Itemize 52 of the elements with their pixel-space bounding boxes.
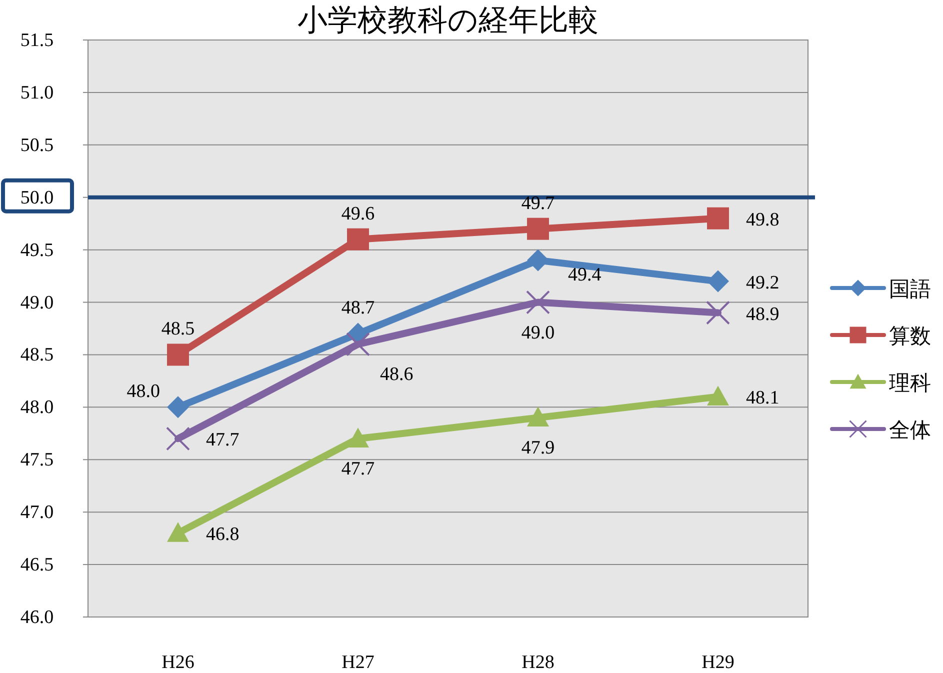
data-label: 48.7 [341,298,375,319]
data-label: 48.9 [746,304,780,325]
point [707,386,729,406]
y-tick-label: 48.0 [20,397,54,418]
point [167,344,189,366]
data-label: 48.1 [746,388,780,409]
point [347,428,369,448]
legend-label: 理科 [889,372,931,395]
point [167,396,189,418]
legend-label: 国語 [889,278,931,301]
data-label: 48.6 [380,364,414,386]
data-label: 49.7 [521,192,555,214]
legend-label: 全体 [889,419,931,442]
chart-title: 小学校教科の経年比較 [298,4,598,37]
y-tick-label: 50.5 [20,134,54,156]
data-label: 49.4 [568,264,602,286]
data-label: 48.0 [126,381,160,402]
y-tick-label: 49.0 [20,292,54,314]
data-label: 49.0 [521,322,555,344]
y-tick-label: 46.5 [20,554,54,576]
point [707,270,729,292]
x-tick-label: H27 [342,652,374,673]
data-label: 46.8 [206,524,240,546]
data-label: 47.7 [341,458,375,480]
y-tick-label: 47.0 [20,502,54,524]
point [527,249,549,272]
data-label: 49.6 [341,203,375,224]
point [346,332,370,356]
point [527,218,549,240]
legend-label: 算数 [889,325,931,348]
point [706,300,730,325]
x-tick-label: H28 [522,652,554,673]
y-tick-label: 50.0 [20,187,54,208]
data-label: 47.9 [521,438,555,459]
point [526,290,550,314]
y-tick-label: 48.5 [20,344,54,366]
data-label: 47.7 [206,430,240,451]
y-tick-label: 51.5 [20,30,54,51]
data-label: 49.8 [746,209,780,230]
x-tick-label: H26 [162,652,194,673]
y-tick-label: 47.5 [20,450,54,471]
point [167,522,189,542]
data-label: 49.2 [746,272,780,294]
point [527,406,549,426]
data-label: 48.5 [161,318,195,340]
point [166,426,190,451]
point [347,228,369,250]
y-tick-label: 49.5 [20,240,54,261]
y-tick-label: 51.0 [20,82,54,104]
y-tick-label: 46.0 [20,607,54,628]
point [707,207,729,230]
x-tick-label: H29 [702,652,734,673]
